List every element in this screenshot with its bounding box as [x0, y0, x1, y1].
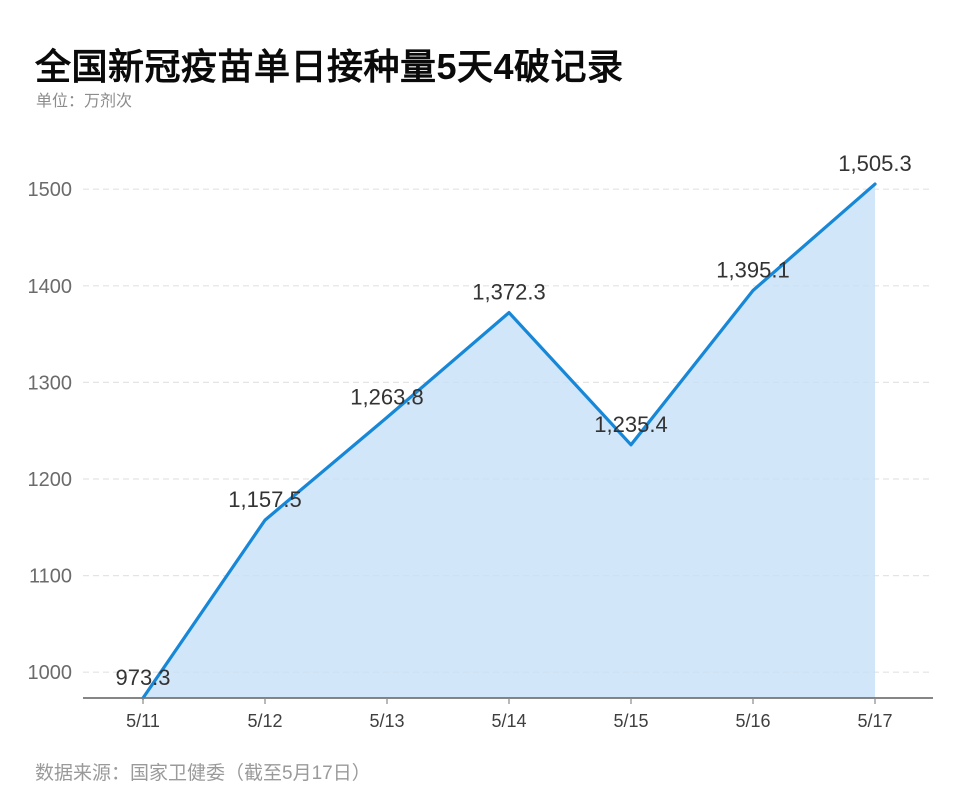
x-tick-label: 5/14 — [491, 711, 526, 731]
y-tick-label: 1200 — [28, 469, 73, 491]
data-label: 1,263.8 — [350, 384, 423, 409]
y-tick-label: 1300 — [28, 372, 73, 394]
series-line — [141, 182, 877, 700]
data-label: 1,395.1 — [716, 258, 789, 283]
x-tick-label: 5/11 — [126, 711, 160, 731]
data-label: 973.3 — [115, 665, 170, 690]
x-tick-label: 5/17 — [857, 711, 892, 731]
data-label: 1,372.3 — [472, 280, 545, 305]
data-label: 1,157.5 — [228, 487, 301, 512]
data-label: 1,235.4 — [594, 412, 667, 437]
x-tick-label: 5/12 — [247, 711, 282, 731]
x-tick-label: 5/13 — [369, 711, 404, 731]
data-label: 1,505.3 — [838, 151, 911, 176]
data-source-note: 数据来源：国家卫健委（截至5月17日） — [35, 763, 371, 784]
y-tick-label: 1500 — [28, 179, 73, 201]
y-tick-label: 1400 — [28, 276, 73, 298]
area-fill — [143, 184, 875, 699]
unit-label: 单位：万剂次 — [36, 93, 133, 110]
chart-title: 全国新冠疫苗单日接种量5天4破记录 — [35, 46, 624, 87]
x-tick-label: 5/15 — [613, 711, 648, 731]
y-tick-label: 1000 — [28, 662, 73, 684]
y-tick-label: 1100 — [29, 566, 72, 588]
x-tick-label: 5/16 — [735, 711, 770, 731]
